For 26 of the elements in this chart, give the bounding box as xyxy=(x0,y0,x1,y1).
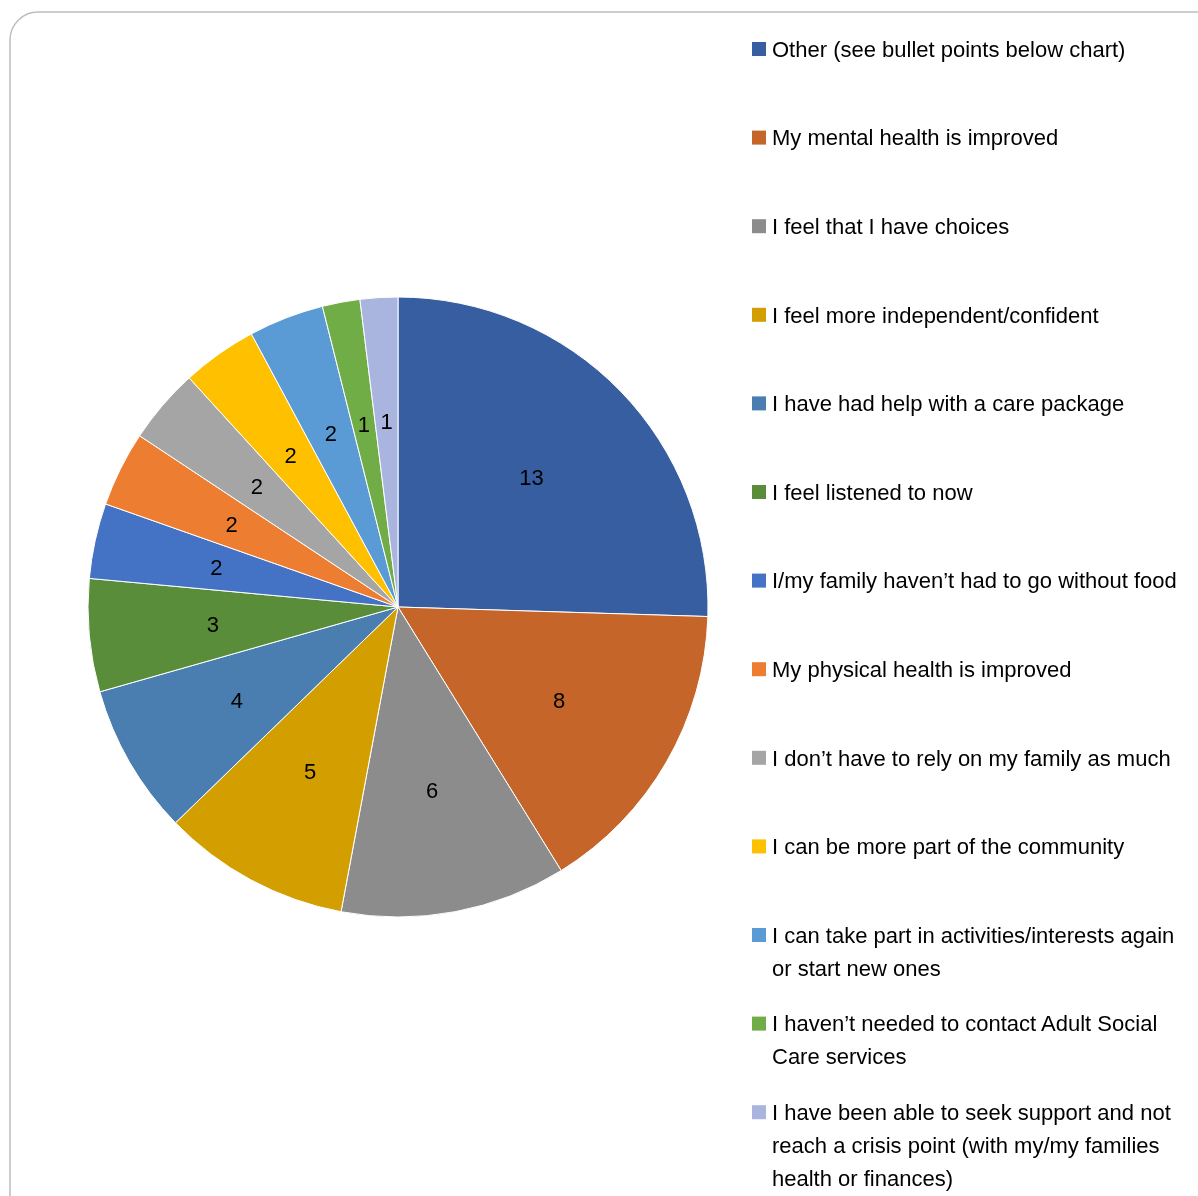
legend-label: I have been able to seek support and not reach a crisis point (with my/my families health or finances) xyxy=(772,1099,1171,1191)
legend-label: I feel listened to now xyxy=(772,479,973,505)
data-label: 1 xyxy=(380,409,393,435)
data-label: 2 xyxy=(250,473,263,499)
legend-label: I feel that I have choices xyxy=(772,213,1010,239)
legend-label: Other (see bullet points below chart) xyxy=(772,36,1126,62)
data-label: 2 xyxy=(225,511,238,537)
legend-label: My physical health is improved xyxy=(772,656,1072,682)
data-label: 2 xyxy=(284,442,297,468)
data-label: 1 xyxy=(357,411,370,437)
legend-label: I haven’t needed to contact Adult Social Care services xyxy=(772,1011,1158,1070)
data-label: 2 xyxy=(210,554,223,580)
legend-label: I feel more independent/confident xyxy=(772,302,1099,328)
legend-label: I can be more part of the community xyxy=(772,834,1125,860)
legend-label: I can take part in activities/interests again or start new ones xyxy=(772,922,1175,981)
data-label: 2 xyxy=(324,421,337,447)
data-label: 3 xyxy=(206,611,219,637)
legend-label: I don’t have to rely on my family as much xyxy=(772,745,1171,771)
data-label: 5 xyxy=(303,758,317,784)
legend-label: I/my family haven’t had to go without food xyxy=(772,568,1177,594)
legend-label: My mental health is improved xyxy=(772,125,1059,151)
data-label: 13 xyxy=(519,465,544,491)
data-label: 4 xyxy=(230,687,244,713)
data-label: 8 xyxy=(552,687,566,713)
data-label: 6 xyxy=(426,777,439,803)
legend-label: I have had help with a care package xyxy=(772,391,1125,417)
